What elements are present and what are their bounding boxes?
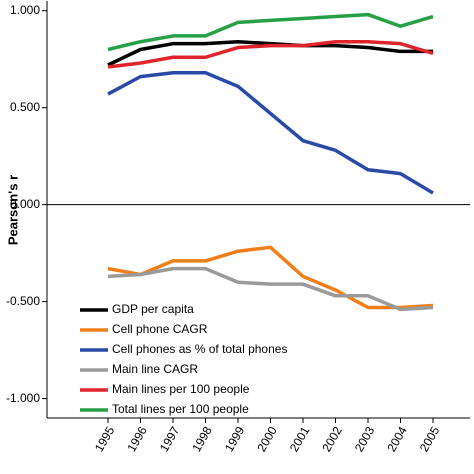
y-tick-label: 1.000 (10, 3, 40, 17)
series-line (107, 71, 434, 195)
x-tick-label: 1997 (157, 424, 183, 454)
legend-label: Main lines per 100 people (112, 382, 250, 396)
y-tick-label: 0.500 (10, 100, 40, 114)
legend-label: Cell phone CAGR (112, 322, 208, 336)
x-tick-label: 1998 (189, 424, 215, 454)
y-tick-label: -1.000 (6, 391, 40, 405)
series-line (107, 39, 434, 69)
series-line (107, 12, 434, 52)
x-tick-label: 2005 (417, 424, 443, 454)
series-line (107, 245, 434, 310)
y-tick-label: -0.500 (6, 294, 40, 308)
y-axis-label: Pearson's r (5, 175, 20, 245)
x-tick-label: 1996 (124, 424, 150, 454)
y-tick-label: 0.000 (10, 197, 40, 211)
legend-label: Main line CAGR (112, 362, 198, 376)
x-tick-label: 1995 (92, 424, 118, 454)
series-line (107, 39, 433, 67)
legend-label: Cell phones as % of total phones (112, 342, 287, 356)
x-tick-label: 2000 (254, 424, 280, 454)
x-tick-label: 2002 (319, 424, 345, 454)
x-tick-label: 2004 (384, 424, 410, 454)
legend-label: GDP per capita (112, 302, 194, 316)
legend-label: Total lines per 100 people (112, 402, 249, 416)
series-line (107, 266, 434, 312)
x-tick-label: 1999 (222, 424, 248, 454)
x-tick-label: 2001 (287, 424, 313, 454)
x-tick-label: 2003 (352, 424, 378, 454)
